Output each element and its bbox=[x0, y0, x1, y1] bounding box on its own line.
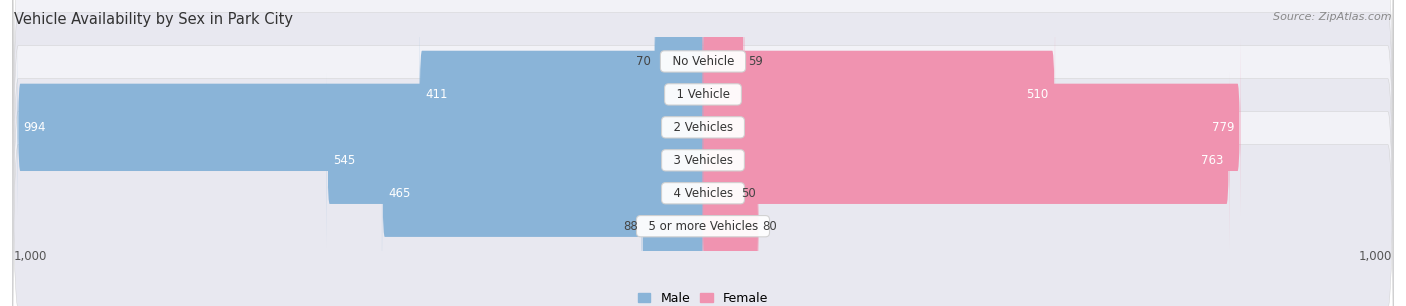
FancyBboxPatch shape bbox=[13, 0, 1393, 243]
FancyBboxPatch shape bbox=[13, 0, 1393, 276]
Text: 510: 510 bbox=[1026, 88, 1049, 101]
FancyBboxPatch shape bbox=[703, 72, 1229, 248]
FancyBboxPatch shape bbox=[419, 6, 703, 183]
Text: 80: 80 bbox=[762, 220, 778, 233]
FancyBboxPatch shape bbox=[13, 0, 1393, 306]
FancyBboxPatch shape bbox=[382, 105, 703, 282]
Text: 1,000: 1,000 bbox=[1358, 250, 1392, 263]
FancyBboxPatch shape bbox=[17, 39, 703, 215]
Text: 411: 411 bbox=[426, 88, 449, 101]
FancyBboxPatch shape bbox=[13, 44, 1393, 306]
FancyBboxPatch shape bbox=[654, 0, 703, 150]
FancyBboxPatch shape bbox=[703, 138, 759, 306]
Text: 1,000: 1,000 bbox=[14, 250, 48, 263]
FancyBboxPatch shape bbox=[13, 0, 1393, 306]
Text: No Vehicle: No Vehicle bbox=[665, 55, 741, 68]
Text: 2 Vehicles: 2 Vehicles bbox=[665, 121, 741, 134]
FancyBboxPatch shape bbox=[703, 39, 1240, 215]
Text: 994: 994 bbox=[24, 121, 46, 134]
Text: 70: 70 bbox=[636, 55, 651, 68]
Text: 779: 779 bbox=[1212, 121, 1234, 134]
Text: 545: 545 bbox=[333, 154, 356, 167]
Text: 88: 88 bbox=[623, 220, 638, 233]
FancyBboxPatch shape bbox=[703, 0, 744, 150]
FancyBboxPatch shape bbox=[326, 72, 703, 248]
FancyBboxPatch shape bbox=[641, 138, 703, 306]
Legend: Male, Female: Male, Female bbox=[638, 292, 768, 305]
Text: 3 Vehicles: 3 Vehicles bbox=[666, 154, 740, 167]
Text: 4 Vehicles: 4 Vehicles bbox=[665, 187, 741, 200]
Text: 59: 59 bbox=[748, 55, 762, 68]
Text: 763: 763 bbox=[1201, 154, 1223, 167]
Text: Vehicle Availability by Sex in Park City: Vehicle Availability by Sex in Park City bbox=[14, 12, 292, 27]
FancyBboxPatch shape bbox=[703, 105, 738, 282]
Text: 5 or more Vehicles: 5 or more Vehicles bbox=[641, 220, 765, 233]
FancyBboxPatch shape bbox=[13, 11, 1393, 306]
Text: 1 Vehicle: 1 Vehicle bbox=[669, 88, 737, 101]
FancyBboxPatch shape bbox=[703, 6, 1054, 183]
Text: Source: ZipAtlas.com: Source: ZipAtlas.com bbox=[1274, 12, 1392, 22]
Text: 50: 50 bbox=[741, 187, 756, 200]
Text: 465: 465 bbox=[388, 187, 411, 200]
